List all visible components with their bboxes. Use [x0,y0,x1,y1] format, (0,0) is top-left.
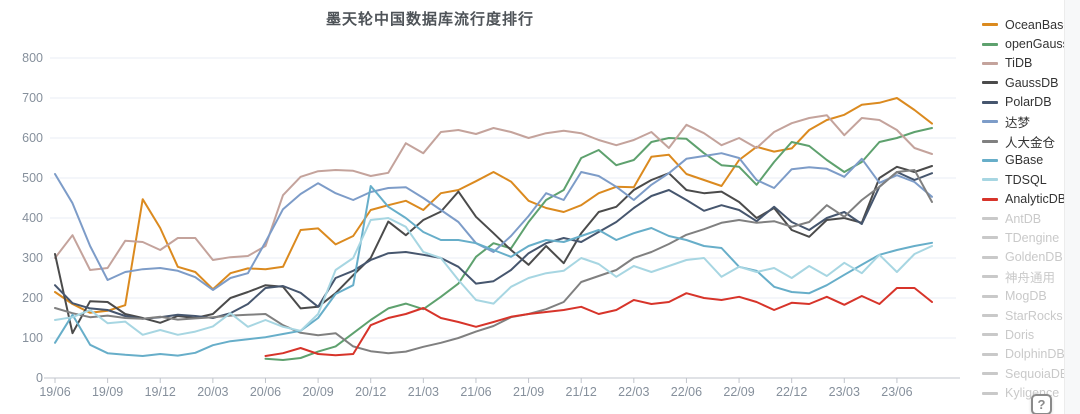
legend-item-Kyligence[interactable]: Kyligence [982,383,1070,402]
legend-swatch-神舟通用 [982,275,998,279]
legend-swatch-GBase [982,158,998,162]
page-edge-strip [1064,0,1080,414]
legend-label-PolarDB: PolarDB [1005,95,1052,110]
y-axis-tick-label: 800 [22,51,43,65]
legend-label-AnalyticDB: AnalyticDB [1005,192,1067,207]
y-axis-tick-label: 600 [22,131,43,145]
y-axis-tick-label: 700 [22,91,43,105]
x-axis-tick-label: 19/12 [145,385,176,399]
x-axis-tick-label: 20/12 [355,385,386,399]
series-line-人大金仓 [54,169,933,355]
x-axis-tick-label: 19/09 [92,385,123,399]
legend-label-GoldenDB: GoldenDB [1005,250,1063,265]
x-axis-tick-label: 22/03 [618,385,649,399]
x-axis-tick-label: 20/06 [250,385,281,399]
y-axis-tick-label: 500 [22,171,43,185]
legend-label-AntDB: AntDB [1005,211,1042,226]
legend-item-神舟通用[interactable]: 神舟通用 [982,267,1070,286]
legend-swatch-GaussDB [982,81,998,85]
legend-item-OceanBase[interactable]: OceanBase [982,15,1070,34]
chart-legend: OceanBase openGauss TiDB GaussDB PolarDB 达梦人大… [982,15,1070,403]
legend-swatch-Kyligence [982,391,998,395]
legend-item-GaussDB[interactable]: GaussDB [982,73,1070,92]
legend-item-人大金仓[interactable]: 人大金仓 [982,131,1070,150]
series-line-TDSQL [54,217,933,336]
help-button[interactable]: ? [1031,394,1052,414]
x-axis-tick-label: 22/09 [723,385,754,399]
legend-swatch-AntDB [982,217,998,221]
legend-swatch-人大金仓 [982,139,998,143]
legend-label-GBase: GBase [1005,153,1044,168]
legend-item-TDengine[interactable]: TDengine [982,228,1070,247]
x-axis-tick-label: 23/06 [881,385,912,399]
series-line-AnalyticDB [264,287,933,357]
legend-label-MogDB: MogDB [1005,289,1047,304]
legend-item-TDSQL[interactable]: TDSQL [982,170,1070,189]
legend-label-神舟通用: 神舟通用 [1005,271,1056,286]
legend-label-StarRocks: StarRocks [1005,308,1063,323]
legend-item-AnalyticDB[interactable]: AnalyticDB [982,190,1070,209]
legend-swatch-SequoiaDB [982,372,998,376]
series-line-达梦 [54,152,933,291]
legend-item-DolphinDB[interactable]: DolphinDB [982,345,1070,364]
legend-label-SequoiaDB: SequoiaDB [1005,366,1069,381]
x-axis-tick-label: 20/09 [302,385,333,399]
chart-title: 墨天轮中国数据库流行度排行 [325,11,534,28]
legend-swatch-MogDB [982,294,998,298]
legend-label-openGauss: openGauss [1005,37,1069,52]
legend-swatch-DolphinDB [982,352,998,356]
x-axis-tick-label: 23/03 [829,385,860,399]
legend-swatch-AnalyticDB [982,197,998,201]
legend-label-Doris: Doris [1005,327,1035,342]
legend-item-AntDB[interactable]: AntDB [982,209,1070,228]
legend-label-OceanBase: OceanBase [1005,17,1071,32]
legend-swatch-StarRocks [982,314,998,318]
y-axis-tick-label: 0 [36,371,43,385]
legend-swatch-openGauss [982,42,998,46]
y-axis-tick-label: 400 [22,211,43,225]
legend-item-Doris[interactable]: Doris [982,325,1070,344]
legend-label-DolphinDB: DolphinDB [1005,347,1065,362]
legend-item-openGauss[interactable]: openGauss [982,34,1070,53]
series-line-openGauss [264,127,933,361]
legend-swatch-OceanBase [982,23,998,27]
legend-item-GBase[interactable]: GBase [982,151,1070,170]
x-axis-tick-label: 21/09 [513,385,544,399]
legend-label-TiDB: TiDB [1005,56,1033,71]
legend-item-GoldenDB[interactable]: GoldenDB [982,248,1070,267]
legend-label-GaussDB: GaussDB [1005,75,1059,90]
x-axis-tick-label: 21/06 [460,385,491,399]
legend-item-达梦[interactable]: 达梦 [982,112,1070,131]
x-axis-tick-label: 21/03 [408,385,439,399]
y-axis-tick-label: 300 [22,251,43,265]
series-line-PolarDB [54,171,933,320]
legend-label-达梦: 达梦 [1005,116,1031,131]
x-axis-tick-label: 22/06 [671,385,702,399]
series-line-GBase [54,185,933,357]
legend-swatch-TDengine [982,236,998,240]
legend-item-SequoiaDB[interactable]: SequoiaDB [982,364,1070,383]
legend-swatch-GoldenDB [982,255,998,259]
series-line-TiDB [54,114,933,271]
legend-item-MogDB[interactable]: MogDB [982,286,1070,305]
legend-swatch-TiDB [982,61,998,65]
x-axis-tick-label: 19/06 [39,385,70,399]
legend-swatch-达梦 [982,120,998,124]
legend-swatch-TDSQL [982,178,998,182]
y-axis-tick-label: 200 [22,291,43,305]
legend-label-人大金仓: 人大金仓 [1005,135,1056,150]
x-axis-tick-label: 22/12 [776,385,807,399]
legend-swatch-PolarDB [982,100,998,104]
legend-label-TDengine: TDengine [1005,230,1060,245]
legend-item-PolarDB[interactable]: PolarDB [982,93,1070,112]
x-axis-tick-label: 20/03 [197,385,228,399]
legend-label-TDSQL: TDSQL [1005,172,1047,187]
legend-swatch-Doris [982,333,998,337]
x-axis-tick-label: 21/12 [566,385,597,399]
y-axis-tick-label: 100 [22,331,43,345]
legend-item-StarRocks[interactable]: StarRocks [982,306,1070,325]
legend-item-TiDB[interactable]: TiDB [982,54,1070,73]
